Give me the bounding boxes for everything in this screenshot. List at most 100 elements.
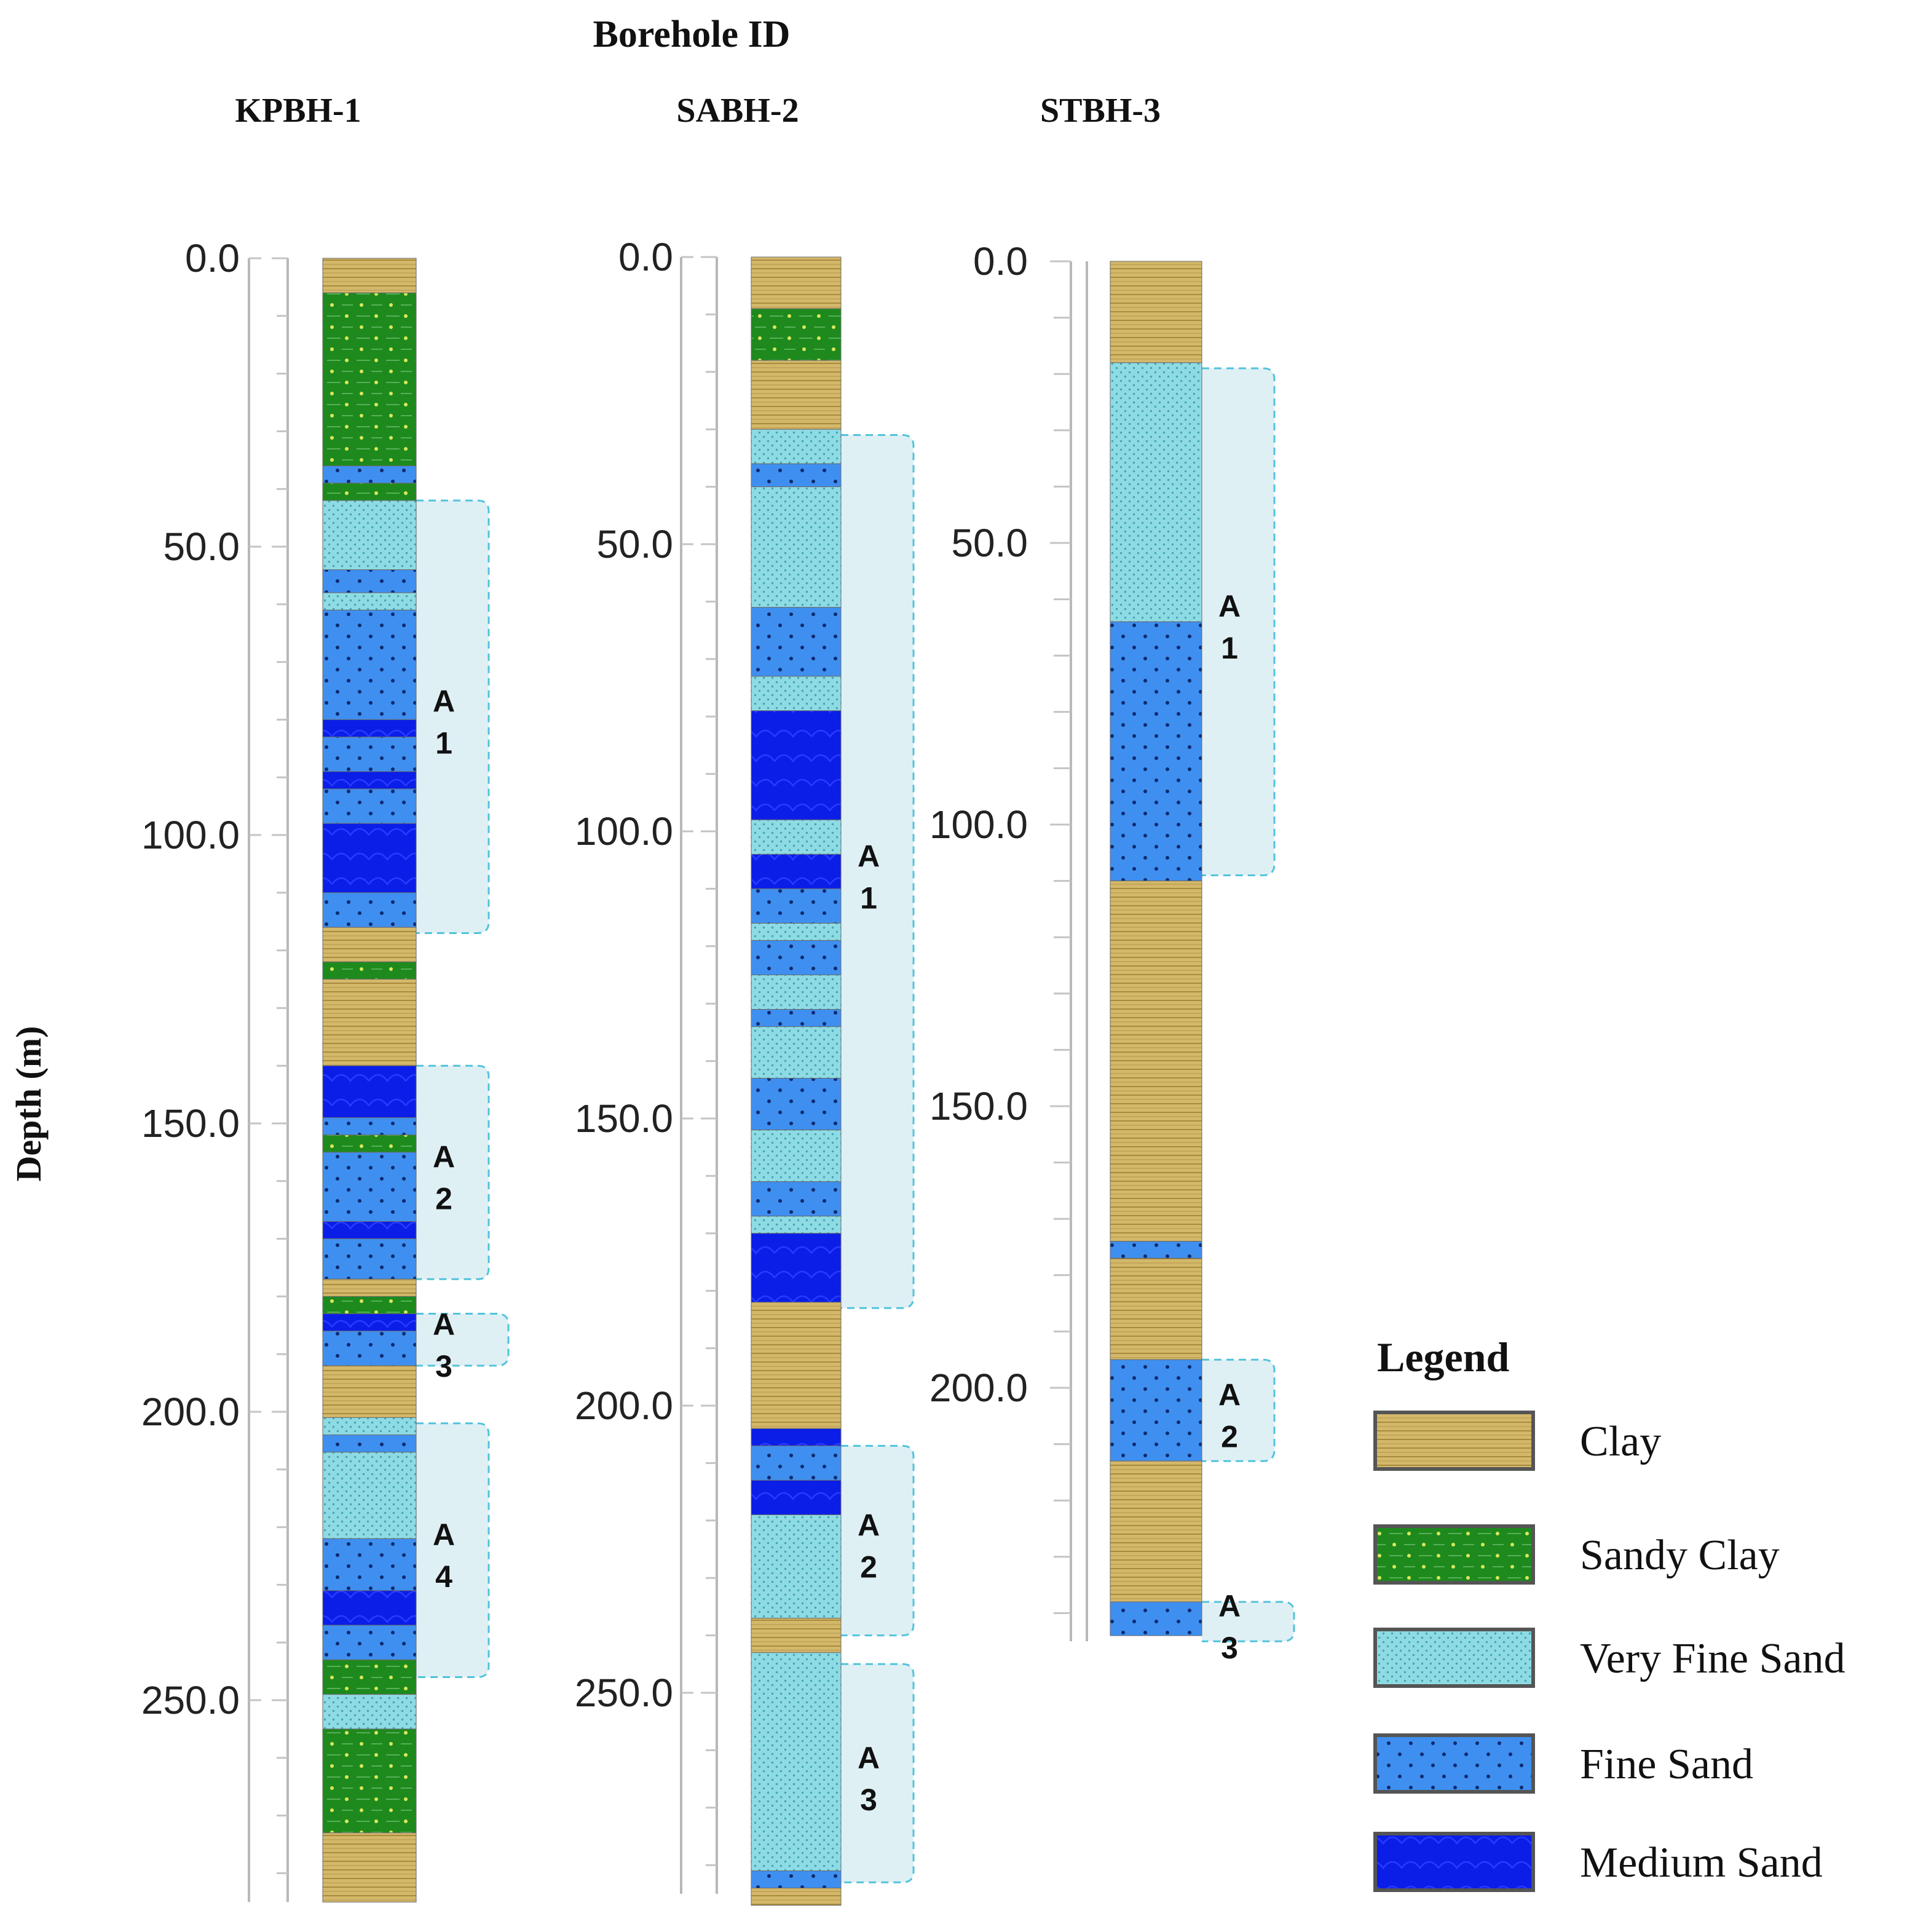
aquifer-label: A	[433, 1140, 455, 1174]
layer-medium-sand	[322, 1221, 417, 1240]
depth-axis: 0.0 50.0 100.0 150.0 200.0 250.0	[575, 235, 718, 1894]
layer-very-fine-sand	[322, 1417, 417, 1436]
layer-medium-sand	[751, 1479, 842, 1515]
legend-label: Clay	[1580, 1418, 1661, 1465]
layer-fine-sand	[751, 607, 842, 677]
borehole-sabh-2: SABH-2 0.0 50.0 100.0 150.0 200.0 250.0 A 1 A 2 A 3	[575, 92, 915, 1906]
legend-item-clay: Clay	[1373, 1411, 1661, 1471]
aquifer-label: A	[1218, 1378, 1241, 1412]
legend-swatch	[1373, 1628, 1535, 1688]
layer-very-fine-sand	[751, 975, 842, 1010]
legend-label: Fine Sand	[1580, 1741, 1753, 1788]
layer-fine-sand	[322, 1625, 417, 1660]
layer-sandy-clay	[322, 1134, 417, 1153]
layer-clay	[322, 1278, 417, 1297]
tick-label: 100.0	[141, 813, 240, 857]
aquifer-bracket	[416, 1313, 508, 1366]
aquifer-outline	[416, 1313, 510, 1367]
y-axis-label: Depth (m)	[9, 1026, 49, 1182]
depth-axis: 0.0 50.0 100.0 150.0 200.0	[929, 239, 1088, 1642]
layer-fine-sand	[322, 1538, 417, 1591]
aquifer-label: 2	[860, 1550, 877, 1584]
layer-medium-sand	[322, 1590, 417, 1626]
layer-very-fine-sand	[1110, 362, 1202, 622]
layer-medium-sand	[751, 1233, 842, 1303]
layer-clay	[751, 1302, 842, 1429]
layer-clay	[322, 927, 417, 962]
layer-very-fine-sand	[751, 819, 842, 855]
aquifer-label: A	[1218, 589, 1241, 624]
aquifer-outline	[841, 434, 915, 1309]
borehole-id-label: STBH-3	[1040, 92, 1161, 130]
tick-label: 150.0	[575, 1096, 673, 1141]
tick-label: 200.0	[575, 1384, 673, 1428]
layer-fine-sand	[751, 1871, 842, 1889]
layer-very-fine-sand	[322, 592, 417, 611]
layer-medium-sand	[751, 1428, 842, 1446]
layer-very-fine-sand	[751, 1652, 842, 1872]
layer-fine-sand	[322, 788, 417, 824]
layer-very-fine-sand	[751, 676, 842, 711]
aquifer-label: 3	[1221, 1631, 1238, 1665]
legend-swatch	[1373, 1411, 1535, 1471]
tick-label: 100.0	[575, 809, 673, 853]
tick-label: 200.0	[929, 1366, 1028, 1410]
layer-medium-sand	[322, 823, 417, 893]
aquifer-label: 2	[435, 1182, 452, 1216]
layer-clay	[322, 1365, 417, 1418]
aquifer-bracket	[841, 435, 914, 1308]
layer-medium-sand	[322, 1065, 417, 1118]
aquifer-bracket	[1202, 1360, 1274, 1462]
layer-very-fine-sand	[751, 1130, 842, 1182]
aquifer-bracket	[416, 1423, 489, 1677]
aquifer-label: A	[858, 1508, 880, 1542]
layer-sandy-clay	[322, 292, 417, 467]
layer-clay	[1110, 1460, 1202, 1602]
borehole-stbh-3: STBH-3 0.0 50.0 100.0 150.0 200.0 A 1 A 2 A 3	[929, 92, 1295, 1665]
aquifer-label: 3	[435, 1349, 452, 1384]
aquifer-label: A	[433, 1307, 455, 1342]
layer-very-fine-sand	[751, 1514, 842, 1619]
layer-clay	[322, 258, 417, 293]
tick-label: 0.0	[185, 236, 240, 280]
aquifer-outline	[416, 1064, 490, 1280]
layer-very-fine-sand	[751, 486, 842, 608]
lithology-column	[1110, 261, 1202, 1636]
aquifer-outline	[1202, 1601, 1295, 1642]
aquifer-label: 1	[435, 726, 452, 761]
layer-medium-sand	[322, 719, 417, 738]
aquifer-label: A	[858, 1741, 880, 1775]
tick-label: 250.0	[575, 1671, 673, 1715]
chart-title: Borehole ID	[593, 14, 791, 55]
layer-clay	[1110, 881, 1202, 1242]
layer-clay	[751, 256, 842, 309]
legend-item-very-fine-sand: Very Fine Sand	[1373, 1628, 1845, 1688]
layer-medium-sand	[751, 710, 842, 820]
aquifer-label: 1	[1221, 631, 1238, 665]
legend-item-fine-sand: Fine Sand	[1373, 1733, 1753, 1794]
layer-very-fine-sand	[322, 1452, 417, 1539]
borehole-id-label: SABH-2	[676, 92, 799, 130]
aquifer-bracket	[416, 1066, 489, 1280]
aquifer-outline	[841, 1663, 915, 1883]
layer-very-fine-sand	[751, 1026, 842, 1079]
layer-fine-sand	[1110, 1359, 1202, 1462]
aquifer-label: A	[433, 1518, 455, 1552]
layer-fine-sand	[322, 1435, 417, 1453]
layer-very-fine-sand	[751, 429, 842, 464]
lithology-column	[751, 256, 842, 1906]
aquifer-outline	[416, 1422, 490, 1678]
layer-very-fine-sand	[751, 922, 842, 941]
legend-item-sandy-clay: Sandy Clay	[1373, 1524, 1780, 1585]
layer-fine-sand	[751, 1078, 842, 1131]
layer-very-fine-sand	[751, 1216, 842, 1234]
depth-axis: 0.0 50.0 100.0 150.0 200.0 250.0	[141, 236, 289, 1902]
aquifer-bracket	[841, 1446, 914, 1636]
layer-clay	[322, 979, 417, 1066]
legend-swatch	[1373, 1524, 1535, 1585]
layer-medium-sand	[322, 1313, 417, 1332]
aquifer-label: 3	[860, 1783, 877, 1817]
legend-label: Very Fine Sand	[1580, 1635, 1845, 1682]
layer-fine-sand	[751, 940, 842, 975]
aquifer-label: 1	[860, 881, 877, 915]
